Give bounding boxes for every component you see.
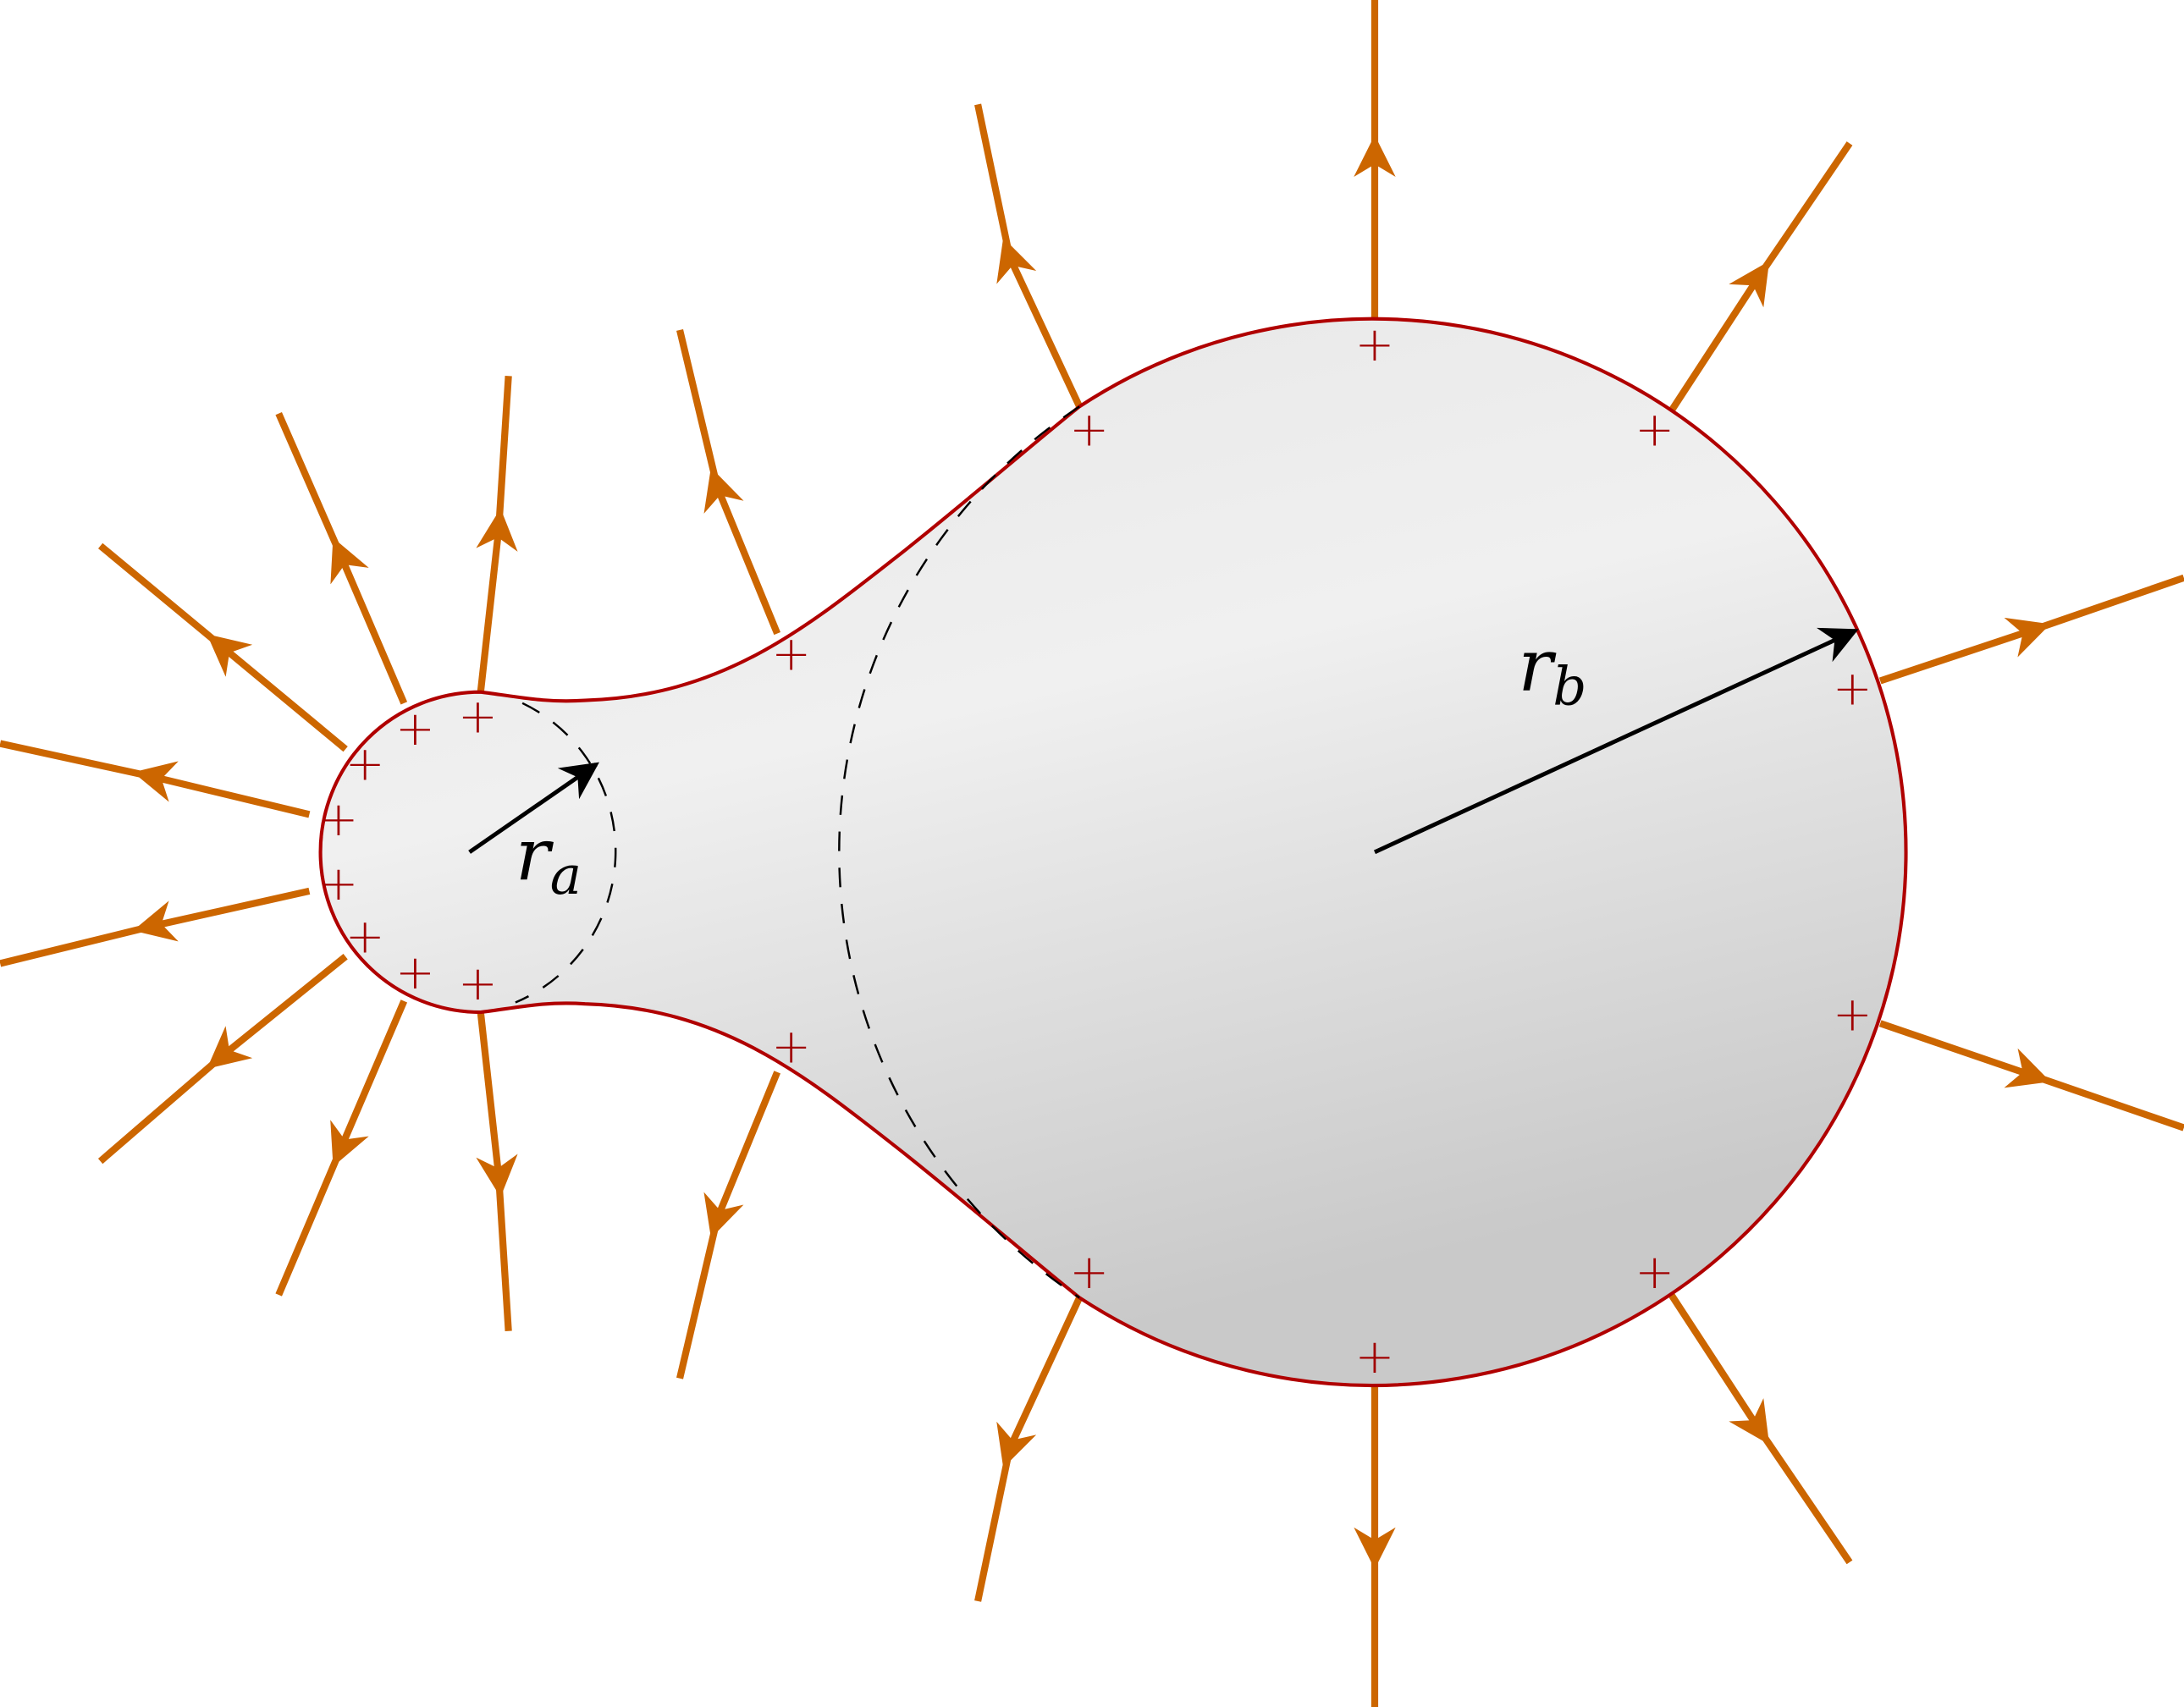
field-line [275, 999, 408, 1297]
positive-charge-mark: + [458, 689, 498, 744]
field-line [1878, 1020, 2184, 1132]
positive-charge-mark: + [1069, 1245, 1109, 1300]
positive-charge-mark: + [345, 736, 385, 791]
conductor-body [318, 317, 1908, 1387]
positive-charge-mark: + [771, 626, 811, 681]
field-line [275, 411, 408, 705]
positive-charge-mark: + [1833, 661, 1872, 716]
field-line [1668, 1292, 1853, 1565]
positive-charge-mark: + [1069, 402, 1109, 457]
positive-charge-mark: + [345, 909, 385, 964]
positive-charge-mark: + [319, 792, 359, 847]
field-line [97, 954, 348, 1165]
field-line [0, 887, 311, 967]
positive-charge-mark: + [1355, 1330, 1395, 1385]
large-radius-label: rb [1518, 625, 1586, 717]
field-line [476, 1011, 518, 1332]
positive-charge-mark: + [458, 956, 498, 1011]
surface-charges: + ++++++ +++++++++++ [319, 317, 1872, 1385]
positive-charge-mark: + [1355, 317, 1395, 372]
field-line [1668, 141, 1853, 413]
large-sphere-dashed-outline [838, 405, 1080, 1299]
field-line [0, 740, 311, 818]
positive-charge-mark: + [395, 702, 435, 757]
small-radius-label: ra [516, 814, 582, 906]
positive-charge-mark: + [771, 1019, 811, 1074]
field-line [476, 375, 518, 693]
positive-charge-mark: + [395, 945, 435, 1000]
field-line [676, 1071, 780, 1379]
small-radius-arrow [468, 762, 599, 854]
field-line [1878, 574, 2184, 685]
positive-charge-mark: + [1635, 402, 1674, 457]
positive-charge-mark: + [1635, 1245, 1674, 1300]
field-line [974, 1296, 1083, 1602]
small-sphere-dashed-outline [515, 702, 617, 1004]
field-line [974, 103, 1083, 409]
positive-charge-mark: + [1833, 987, 1872, 1042]
field-line [676, 328, 780, 636]
field-line [98, 542, 348, 752]
positive-charge-mark: + [319, 856, 359, 911]
large-radius-arrow [1373, 627, 1859, 855]
